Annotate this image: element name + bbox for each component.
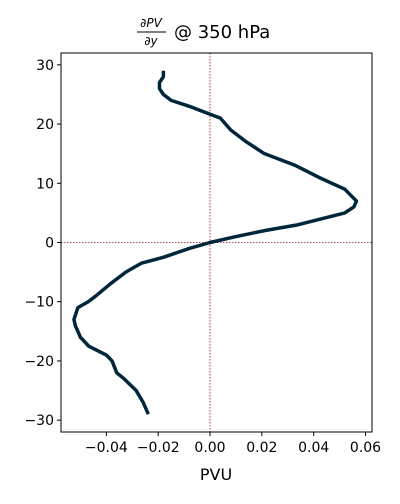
y-tick-label: −10 bbox=[24, 295, 54, 311]
title-suffix: @ 350 hPa bbox=[174, 22, 270, 43]
x-axis-label: PVU bbox=[200, 465, 232, 484]
plot-area: −0.04 −0.02 0.00 0.02 0.04 0.06 −30 −20 −10 0 10 20… bbox=[24, 52, 381, 456]
y-tick-label: −30 bbox=[24, 413, 54, 429]
x-tick-label: 0.02 bbox=[246, 440, 277, 456]
chart-title: ∂PV ∂y @ 350 hPa bbox=[137, 16, 270, 48]
x-tick-label: −0.02 bbox=[137, 440, 180, 456]
x-tick-label: 0.06 bbox=[350, 440, 381, 456]
y-tick-label: 0 bbox=[45, 236, 54, 252]
x-tick-label: 0.04 bbox=[298, 440, 329, 456]
x-tick-label: −0.04 bbox=[85, 440, 128, 456]
y-tick-label: 20 bbox=[36, 117, 54, 133]
y-tick-label: 30 bbox=[36, 58, 54, 74]
title-numerator: ∂PV bbox=[140, 16, 162, 30]
y-tick-label: −20 bbox=[24, 354, 54, 370]
x-tick-label: 0.00 bbox=[194, 440, 225, 456]
y-tick-label: 10 bbox=[36, 176, 54, 192]
title-denominator: ∂y bbox=[144, 34, 158, 48]
series-line-0 bbox=[72, 70, 359, 415]
